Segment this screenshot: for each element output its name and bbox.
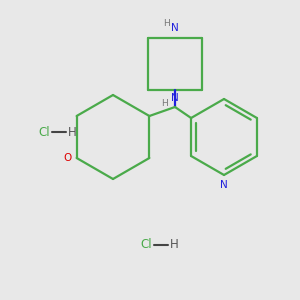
Text: H: H (170, 238, 179, 251)
Text: H: H (68, 125, 77, 139)
Text: Cl: Cl (140, 238, 152, 251)
Text: O: O (63, 153, 72, 163)
Text: H: H (161, 98, 168, 107)
Text: Cl: Cl (38, 125, 50, 139)
Text: N: N (220, 180, 228, 190)
Text: N: N (171, 23, 179, 33)
Text: N: N (171, 93, 179, 103)
Text: H: H (164, 19, 170, 28)
